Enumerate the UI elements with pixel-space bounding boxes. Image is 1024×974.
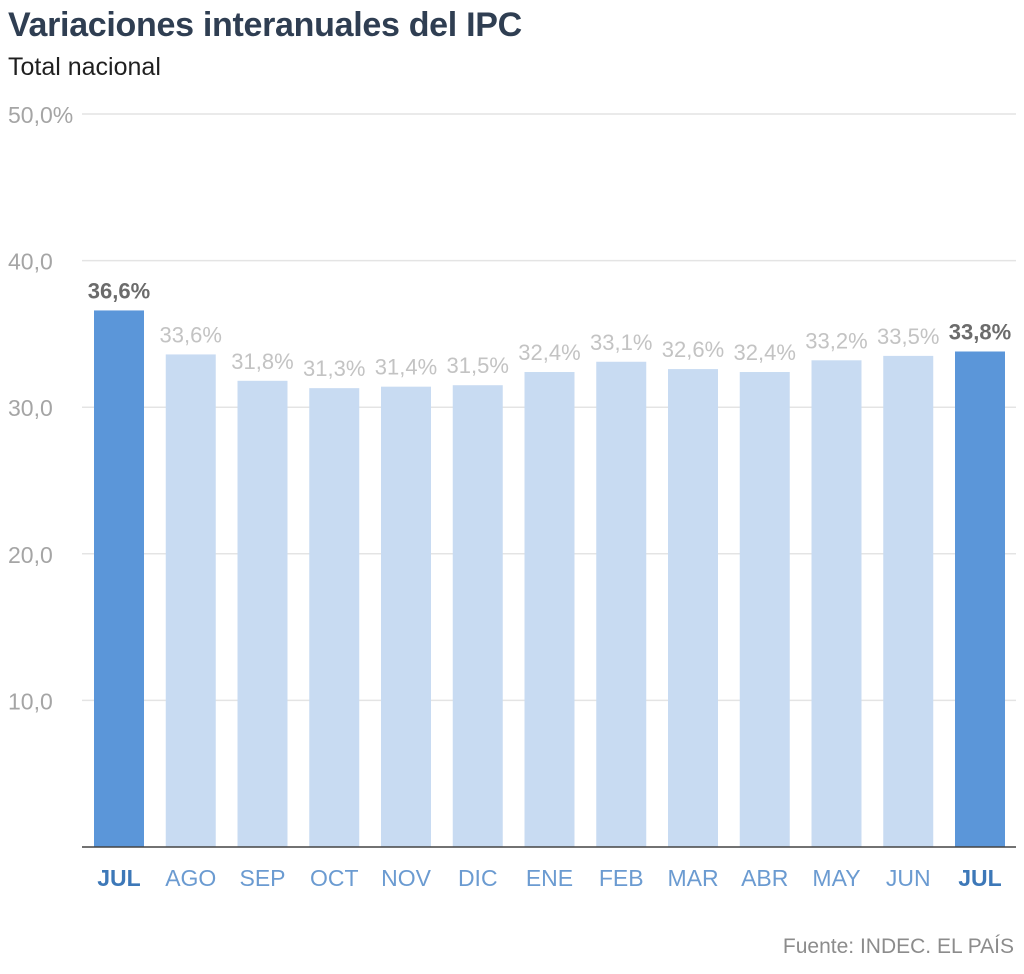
bar <box>668 369 718 847</box>
y-tick-label: 50,0% <box>8 102 73 128</box>
y-tick-label: 10,0 <box>8 688 53 714</box>
data-label: 36,6% <box>88 278 150 303</box>
x-tick-label: AGO <box>165 865 216 891</box>
bar <box>596 361 647 847</box>
y-tick-label: 40,0 <box>8 249 53 275</box>
bar <box>237 380 288 847</box>
bar <box>883 355 934 847</box>
x-tick-label: OCT <box>310 865 359 891</box>
bar <box>165 354 216 847</box>
x-axis-ticks: JUL AGO SEP OCT NOV DIC ENE FEB MAR ABR MAY JUN JUL <box>97 865 1001 891</box>
data-label: 31,8% <box>231 349 293 374</box>
chart-title: Variaciones interanuales del IPC <box>8 6 522 44</box>
y-tick-label: 30,0 <box>8 395 53 421</box>
bar <box>94 310 144 848</box>
chart-subtitle: Total nacional <box>8 53 161 81</box>
bar <box>524 372 575 847</box>
data-label: 32,6% <box>662 337 724 362</box>
data-labels: 36,6% 33,6% 31,8% 31,3% 31,4% 31,5% 32,4% 33,1%… <box>88 278 1011 381</box>
bar <box>955 351 1005 847</box>
data-label: 33,8% <box>949 319 1011 344</box>
x-tick-label: JUN <box>886 865 931 891</box>
bar-chart: 10,0 20,0 30,0 40,0 50,0% 36,6% 33,6% 31,8% 31,… <box>8 102 1016 891</box>
data-label: 32,4% <box>734 340 796 365</box>
x-tick-label: JUL <box>97 865 140 891</box>
bars <box>94 310 1005 848</box>
x-tick-label: NOV <box>381 865 432 891</box>
data-label: 33,2% <box>805 328 867 353</box>
data-label: 33,5% <box>877 324 939 349</box>
y-tick-label: 20,0 <box>8 542 53 568</box>
bar <box>309 388 360 847</box>
x-tick-label: MAY <box>812 865 860 891</box>
x-tick-label: JUL <box>958 865 1001 891</box>
data-label: 31,3% <box>303 356 365 381</box>
data-label: 31,4% <box>375 355 437 380</box>
y-axis-ticks: 10,0 20,0 30,0 40,0 50,0% <box>8 102 73 714</box>
bar <box>452 385 503 847</box>
x-tick-label: SEP <box>239 865 285 891</box>
data-label: 33,6% <box>160 322 222 347</box>
source-note: Fuente: INDEC. EL PAÍS <box>782 935 1014 958</box>
bar <box>811 360 862 847</box>
x-tick-label: ENE <box>526 865 573 891</box>
x-tick-label: MAR <box>667 865 718 891</box>
x-tick-label: FEB <box>599 865 644 891</box>
x-tick-label: ABR <box>741 865 788 891</box>
bar <box>739 372 790 847</box>
data-label: 32,4% <box>518 340 580 365</box>
x-tick-label: DIC <box>458 865 498 891</box>
data-label: 33,1% <box>590 330 652 355</box>
bar <box>381 386 431 847</box>
data-label: 31,5% <box>447 353 509 378</box>
